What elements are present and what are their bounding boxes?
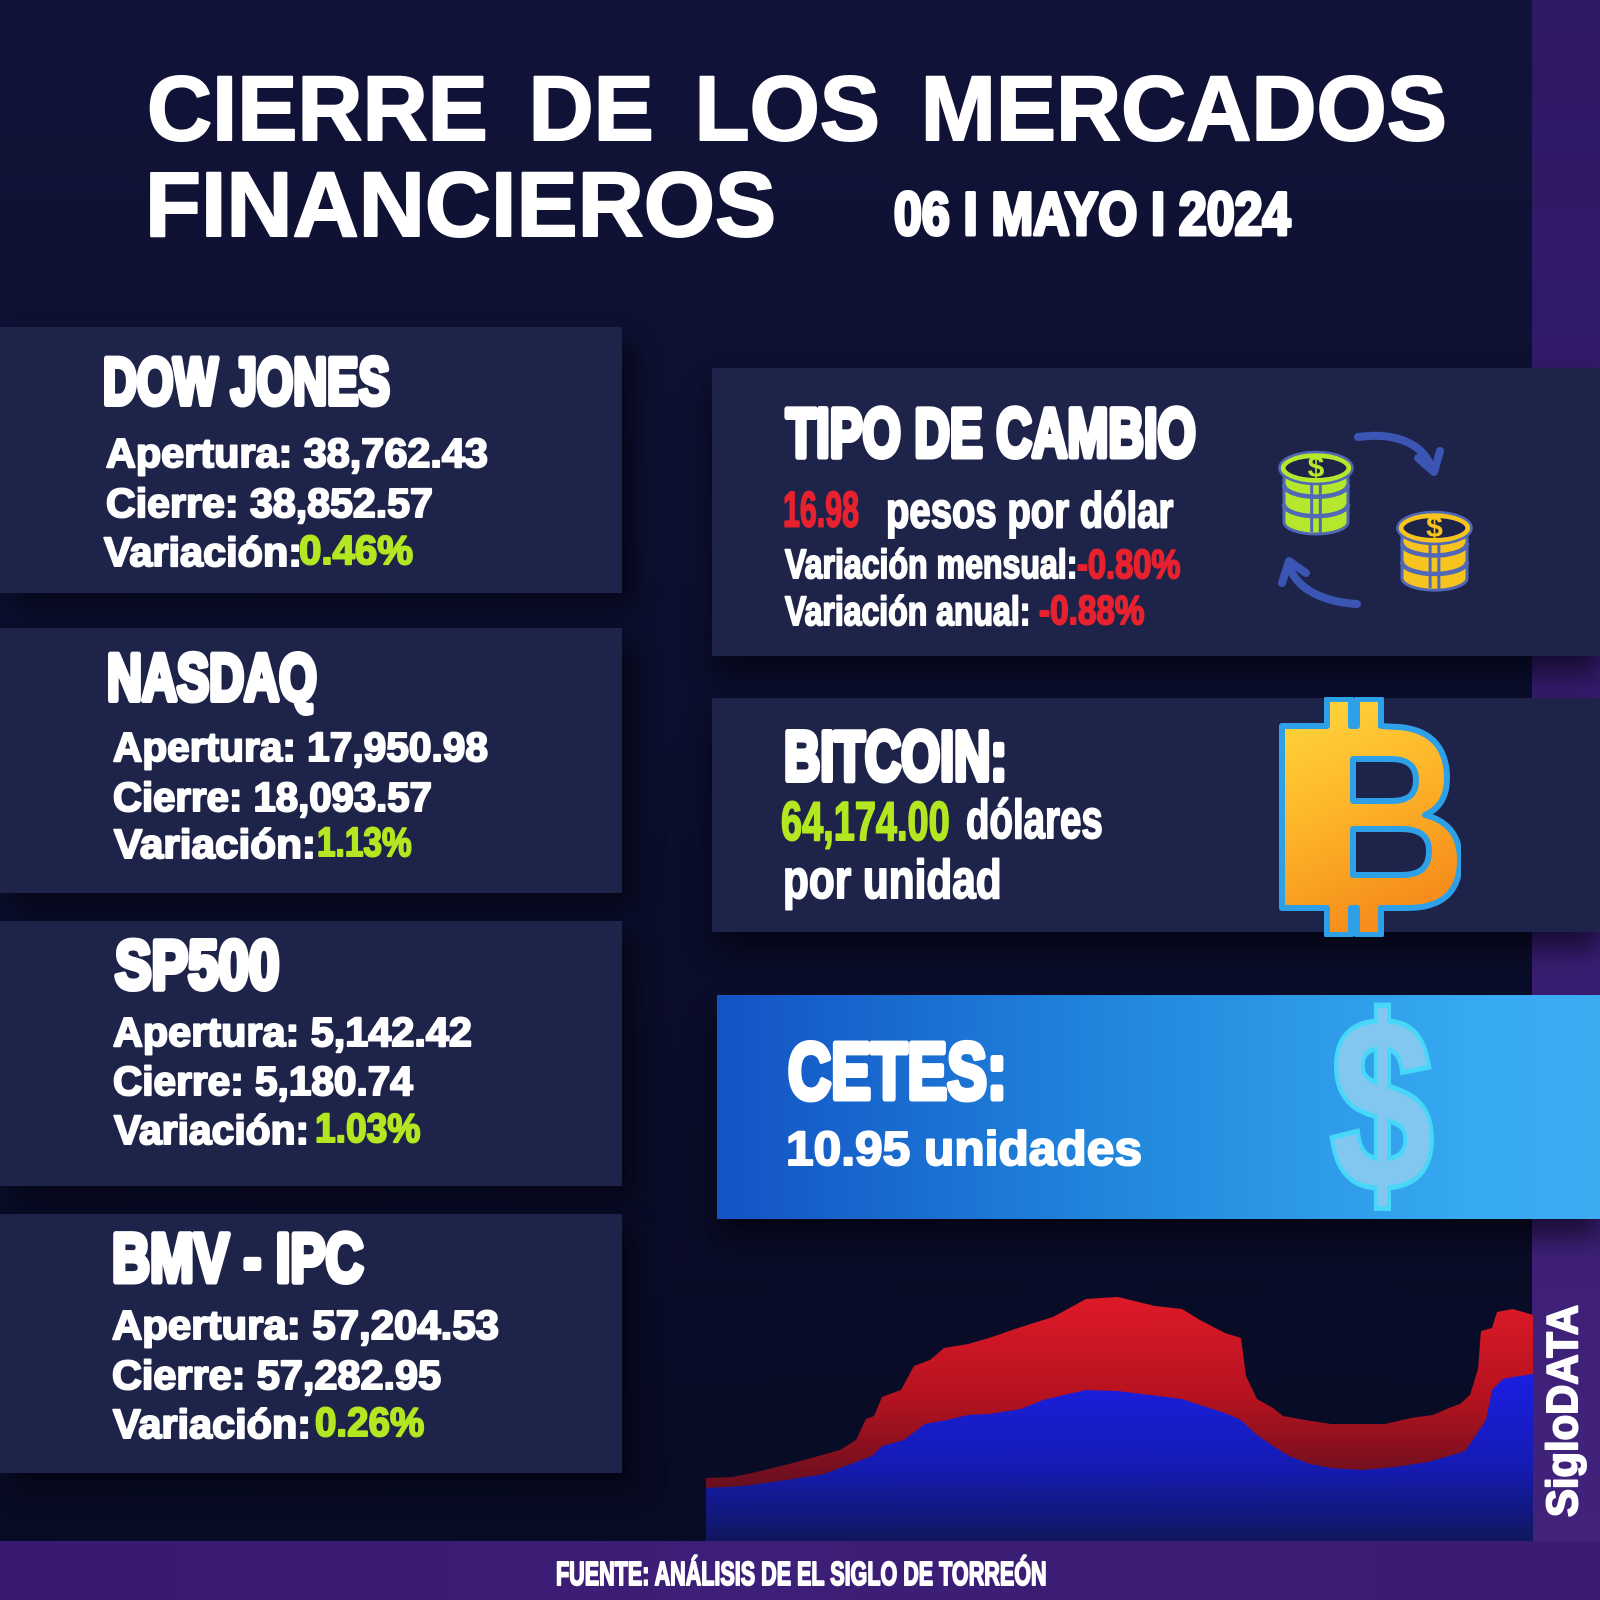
svg-text:$: $ <box>1426 511 1443 544</box>
svg-text:Variación:: Variación: <box>114 1107 309 1153</box>
svg-text:$: $ <box>1331 985 1432 1225</box>
svg-text:FUENTE: ANÁLISIS DE EL SIGLO D: FUENTE: ANÁLISIS DE EL SIGLO DE TORREÓN <box>556 1556 1047 1593</box>
svg-text:Cierre: 18,093.57: Cierre: 18,093.57 <box>113 774 432 820</box>
svg-text:Variación anual:: Variación anual: <box>785 588 1030 634</box>
svg-text:SP500: SP500 <box>115 927 279 1003</box>
svg-text:Variación mensual:: Variación mensual: <box>785 541 1077 587</box>
svg-text:Cierre: 38,852.57: Cierre: 38,852.57 <box>106 480 433 526</box>
svg-text:CIERRE DE LOS MERCADOS: CIERRE DE LOS MERCADOS <box>147 58 1447 160</box>
svg-text:Variación:: Variación: <box>113 1401 311 1447</box>
svg-text:TIPO DE CAMBIO: TIPO DE CAMBIO <box>786 394 1196 471</box>
svg-text:1.03%: 1.03% <box>315 1106 420 1151</box>
svg-text:Apertura: 17,950.98: Apertura: 17,950.98 <box>113 724 488 770</box>
svg-text:BMV - IPC: BMV - IPC <box>112 1219 364 1297</box>
svg-text:06 I MAYO I 2024: 06 I MAYO I 2024 <box>894 180 1291 247</box>
svg-text:DOW JONES: DOW JONES <box>103 345 390 419</box>
svg-text:dólares: dólares <box>966 789 1103 850</box>
svg-text:0.26%: 0.26% <box>315 1400 424 1445</box>
svg-text:Variación:: Variación: <box>104 529 302 575</box>
svg-text:Apertura: 38,762.43: Apertura: 38,762.43 <box>106 430 488 476</box>
svg-text:1.13%: 1.13% <box>317 819 412 865</box>
svg-text:Variación:: Variación: <box>114 820 316 866</box>
svg-text:10.95 unidades: 10.95 unidades <box>786 1123 1142 1176</box>
svg-text:Apertura: 57,204.53: Apertura: 57,204.53 <box>112 1301 499 1347</box>
svg-text:FINANCIEROS: FINANCIEROS <box>145 154 776 256</box>
svg-text:$: $ <box>1308 451 1325 484</box>
svg-text:Cierre: 57,282.95: Cierre: 57,282.95 <box>112 1352 441 1398</box>
svg-text:-0.88%: -0.88% <box>1039 587 1144 633</box>
svg-text:0.46%: 0.46% <box>299 527 413 573</box>
svg-text:BITCOIN:: BITCOIN: <box>784 717 1007 795</box>
svg-text:NASDAQ: NASDAQ <box>107 642 317 715</box>
svg-text:Cierre: 5,180.74: Cierre: 5,180.74 <box>113 1058 413 1104</box>
svg-text:Apertura: 5,142.42: Apertura: 5,142.42 <box>113 1009 472 1055</box>
svg-text:pesos por dólar: pesos por dólar <box>886 484 1173 539</box>
svg-text:por unidad: por unidad <box>783 850 1002 911</box>
svg-text:CETES:: CETES: <box>788 1026 1007 1116</box>
svg-text:SigloDATA: SigloDATA <box>1538 1305 1587 1517</box>
svg-text:64,174.00: 64,174.00 <box>781 791 950 853</box>
svg-text:16.98: 16.98 <box>783 482 859 538</box>
svg-text:-0.80%: -0.80% <box>1077 540 1180 586</box>
